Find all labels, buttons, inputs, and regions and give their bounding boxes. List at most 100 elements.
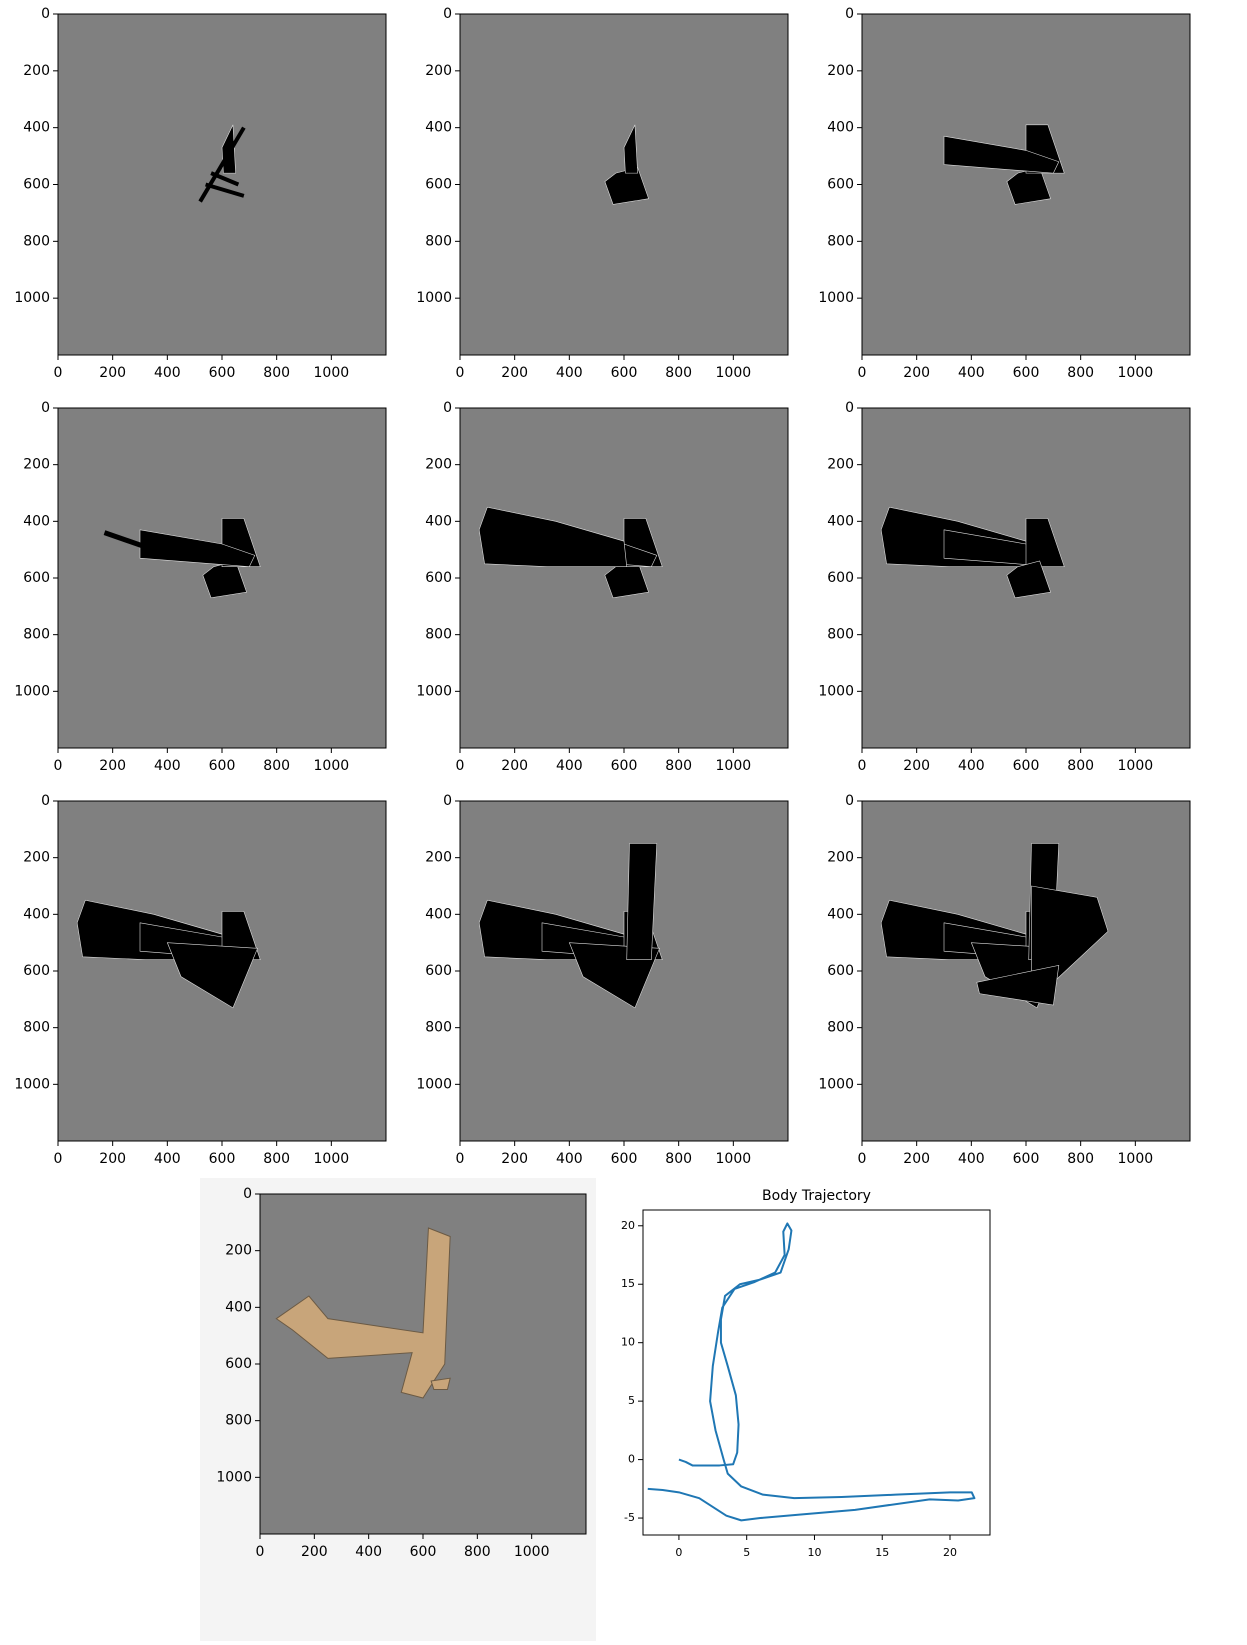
plot-area [643, 1210, 990, 1535]
y-tick-label: 600 [225, 1356, 252, 1372]
x-tick-label: 0 [456, 1151, 465, 1167]
y-tick-label: 600 [23, 177, 50, 193]
figure: 0200400600800100002004006008001000020040… [0, 0, 1247, 1641]
y-tick-label: 0 [845, 400, 854, 416]
x-tick-label: 0 [54, 1151, 63, 1167]
y-tick-label: 400 [23, 120, 50, 136]
x-tick-label: 0 [858, 365, 867, 381]
y-tick-label: 200 [425, 457, 452, 473]
x-tick-label: 0 [54, 365, 63, 381]
y-tick-label: 800 [827, 233, 854, 249]
y-tick-label: 800 [827, 627, 854, 643]
x-tick-label: 400 [154, 1151, 181, 1167]
y-tick-label: 1000 [818, 1076, 854, 1092]
x-tick-label: 1000 [314, 365, 350, 381]
y-tick-label: 1000 [14, 290, 50, 306]
y-tick-label: 600 [425, 177, 452, 193]
x-tick-label: 400 [556, 365, 583, 381]
x-tick-label: 1000 [314, 758, 350, 774]
x-tick-label: 600 [1013, 365, 1040, 381]
chart-title: Body Trajectory [762, 1188, 871, 1204]
x-tick-label: 0 [54, 758, 63, 774]
y-tick-label: 0 [443, 6, 452, 22]
y-tick-label: 800 [23, 627, 50, 643]
y-tick-label: 400 [827, 906, 854, 922]
x-tick-label: 1000 [1118, 758, 1154, 774]
y-tick-label: 0 [41, 6, 50, 22]
x-tick-label: 0 [456, 758, 465, 774]
y-tick-label: 1000 [818, 683, 854, 699]
y-tick-label: 1000 [416, 683, 452, 699]
x-tick-label: 5 [743, 1546, 750, 1559]
x-tick-label: 800 [665, 365, 692, 381]
y-tick-label: 0 [443, 793, 452, 809]
x-tick-label: 400 [958, 365, 985, 381]
x-tick-label: 1000 [314, 1151, 350, 1167]
y-tick-label: 5 [628, 1394, 635, 1407]
y-tick-label: 0 [845, 6, 854, 22]
y-tick-label: 0 [845, 793, 854, 809]
y-tick-label: 200 [827, 63, 854, 79]
y-tick-label: 200 [23, 63, 50, 79]
x-tick-label: 0 [858, 1151, 867, 1167]
y-tick-label: 600 [827, 570, 854, 586]
x-tick-label: 1000 [716, 758, 752, 774]
map-region [627, 844, 657, 960]
y-tick-label: 400 [23, 906, 50, 922]
image-area [58, 14, 386, 355]
y-tick-label: 1000 [818, 290, 854, 306]
y-tick-label: 800 [225, 1413, 252, 1429]
x-tick-label: 600 [209, 1151, 236, 1167]
y-tick-label: 800 [23, 1020, 50, 1036]
x-tick-label: 200 [903, 365, 930, 381]
x-tick-label: 0 [675, 1546, 682, 1559]
y-tick-label: 200 [425, 850, 452, 866]
x-tick-label: 400 [154, 758, 181, 774]
x-tick-label: 800 [665, 758, 692, 774]
y-tick-label: 200 [23, 457, 50, 473]
y-tick-label: 400 [225, 1299, 252, 1315]
y-tick-label: 200 [23, 850, 50, 866]
x-tick-label: 200 [99, 1151, 126, 1167]
x-tick-label: 1000 [1118, 1151, 1154, 1167]
x-tick-label: 800 [464, 1544, 491, 1560]
y-tick-label: 800 [425, 627, 452, 643]
y-tick-label: 400 [827, 513, 854, 529]
x-tick-label: 800 [1067, 365, 1094, 381]
x-tick-label: 400 [355, 1544, 382, 1560]
x-tick-label: 200 [903, 758, 930, 774]
y-tick-label: 600 [23, 963, 50, 979]
y-tick-label: 400 [425, 120, 452, 136]
x-tick-label: 200 [99, 365, 126, 381]
x-tick-label: 1000 [716, 1151, 752, 1167]
x-tick-label: 800 [263, 758, 290, 774]
x-tick-label: 400 [958, 1151, 985, 1167]
x-tick-label: 0 [456, 365, 465, 381]
x-tick-label: 400 [958, 758, 985, 774]
x-tick-label: 600 [611, 1151, 638, 1167]
x-tick-label: 15 [875, 1546, 889, 1559]
y-tick-label: 0 [628, 1453, 635, 1466]
y-tick-label: 400 [827, 120, 854, 136]
x-tick-label: 0 [256, 1544, 265, 1560]
x-tick-label: 200 [501, 365, 528, 381]
x-tick-label: 400 [154, 365, 181, 381]
y-tick-label: 1000 [14, 683, 50, 699]
y-tick-label: 20 [621, 1219, 635, 1232]
x-tick-label: 1000 [514, 1544, 550, 1560]
x-tick-label: 200 [903, 1151, 930, 1167]
y-tick-label: 200 [425, 63, 452, 79]
y-tick-label: 600 [827, 177, 854, 193]
x-tick-label: 0 [858, 758, 867, 774]
y-tick-label: 600 [425, 963, 452, 979]
y-tick-label: 400 [425, 513, 452, 529]
y-tick-label: 0 [41, 400, 50, 416]
x-tick-label: 800 [1067, 1151, 1094, 1167]
y-tick-label: 800 [827, 1020, 854, 1036]
y-tick-label: 200 [827, 457, 854, 473]
x-tick-label: 800 [263, 365, 290, 381]
y-tick-label: 400 [425, 906, 452, 922]
y-tick-label: 1000 [416, 290, 452, 306]
y-tick-label: 15 [621, 1277, 635, 1290]
y-tick-label: 200 [827, 850, 854, 866]
